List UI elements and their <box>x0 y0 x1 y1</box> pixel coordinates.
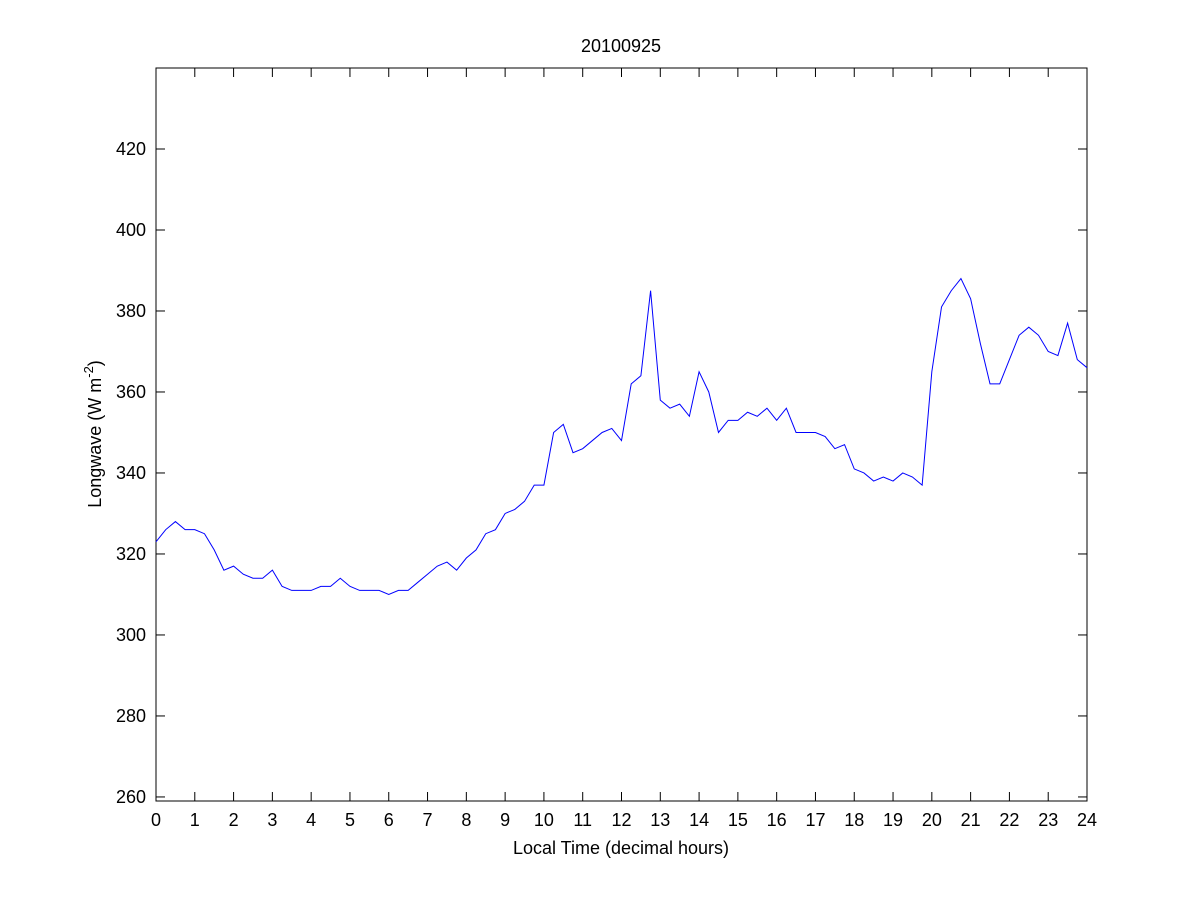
x-tick-label: 19 <box>883 810 903 830</box>
x-tick-label: 7 <box>423 810 433 830</box>
x-tick-label: 13 <box>650 810 670 830</box>
x-tick-label: 18 <box>844 810 864 830</box>
data-line <box>155 277 1088 596</box>
x-tick-label: 6 <box>384 810 394 830</box>
y-tick-label: 380 <box>116 301 146 321</box>
plot-area <box>155 67 1088 802</box>
y-tick-label: 280 <box>116 706 146 726</box>
x-axis-label: Local Time (decimal hours) <box>513 838 729 858</box>
x-tick-label: 0 <box>151 810 161 830</box>
x-tick-label: 8 <box>461 810 471 830</box>
x-tick-label: 14 <box>689 810 709 830</box>
y-axis-label: Longwave (W m-2) <box>81 360 105 508</box>
y-tick-label: 260 <box>116 787 146 807</box>
x-tick-label: 9 <box>500 810 510 830</box>
x-tick-label: 11 <box>573 810 592 830</box>
x-tick-label: 3 <box>267 810 277 830</box>
chart-title: 20100925 <box>581 36 661 56</box>
y-tick-label: 360 <box>116 382 146 402</box>
y-label-text: Longwave (W m <box>85 378 105 508</box>
x-tick-label: 1 <box>190 810 200 830</box>
y-tick-label: 420 <box>116 139 146 159</box>
x-tick-label: 22 <box>999 810 1019 830</box>
x-tick-label: 16 <box>767 810 787 830</box>
y-tick-label: 300 <box>116 625 146 645</box>
y-tick-label: 400 <box>116 220 146 240</box>
y-label-sup: -2 <box>81 366 96 378</box>
x-tick-label: 17 <box>805 810 825 830</box>
x-tick-label: 2 <box>229 810 239 830</box>
x-tick-label: 20 <box>922 810 942 830</box>
x-tick-label: 4 <box>306 810 316 830</box>
x-tick-label: 5 <box>345 810 355 830</box>
y-label-suffix: ) <box>85 360 105 366</box>
y-tick-label: 340 <box>116 463 146 483</box>
x-tick-label: 10 <box>534 810 554 830</box>
x-tick-label: 21 <box>961 810 981 830</box>
y-tick-label: 320 <box>116 544 146 564</box>
x-tick-label: 23 <box>1038 810 1058 830</box>
x-tick-label: 12 <box>611 810 631 830</box>
x-tick-label: 15 <box>728 810 748 830</box>
x-tick-label: 24 <box>1077 810 1097 830</box>
